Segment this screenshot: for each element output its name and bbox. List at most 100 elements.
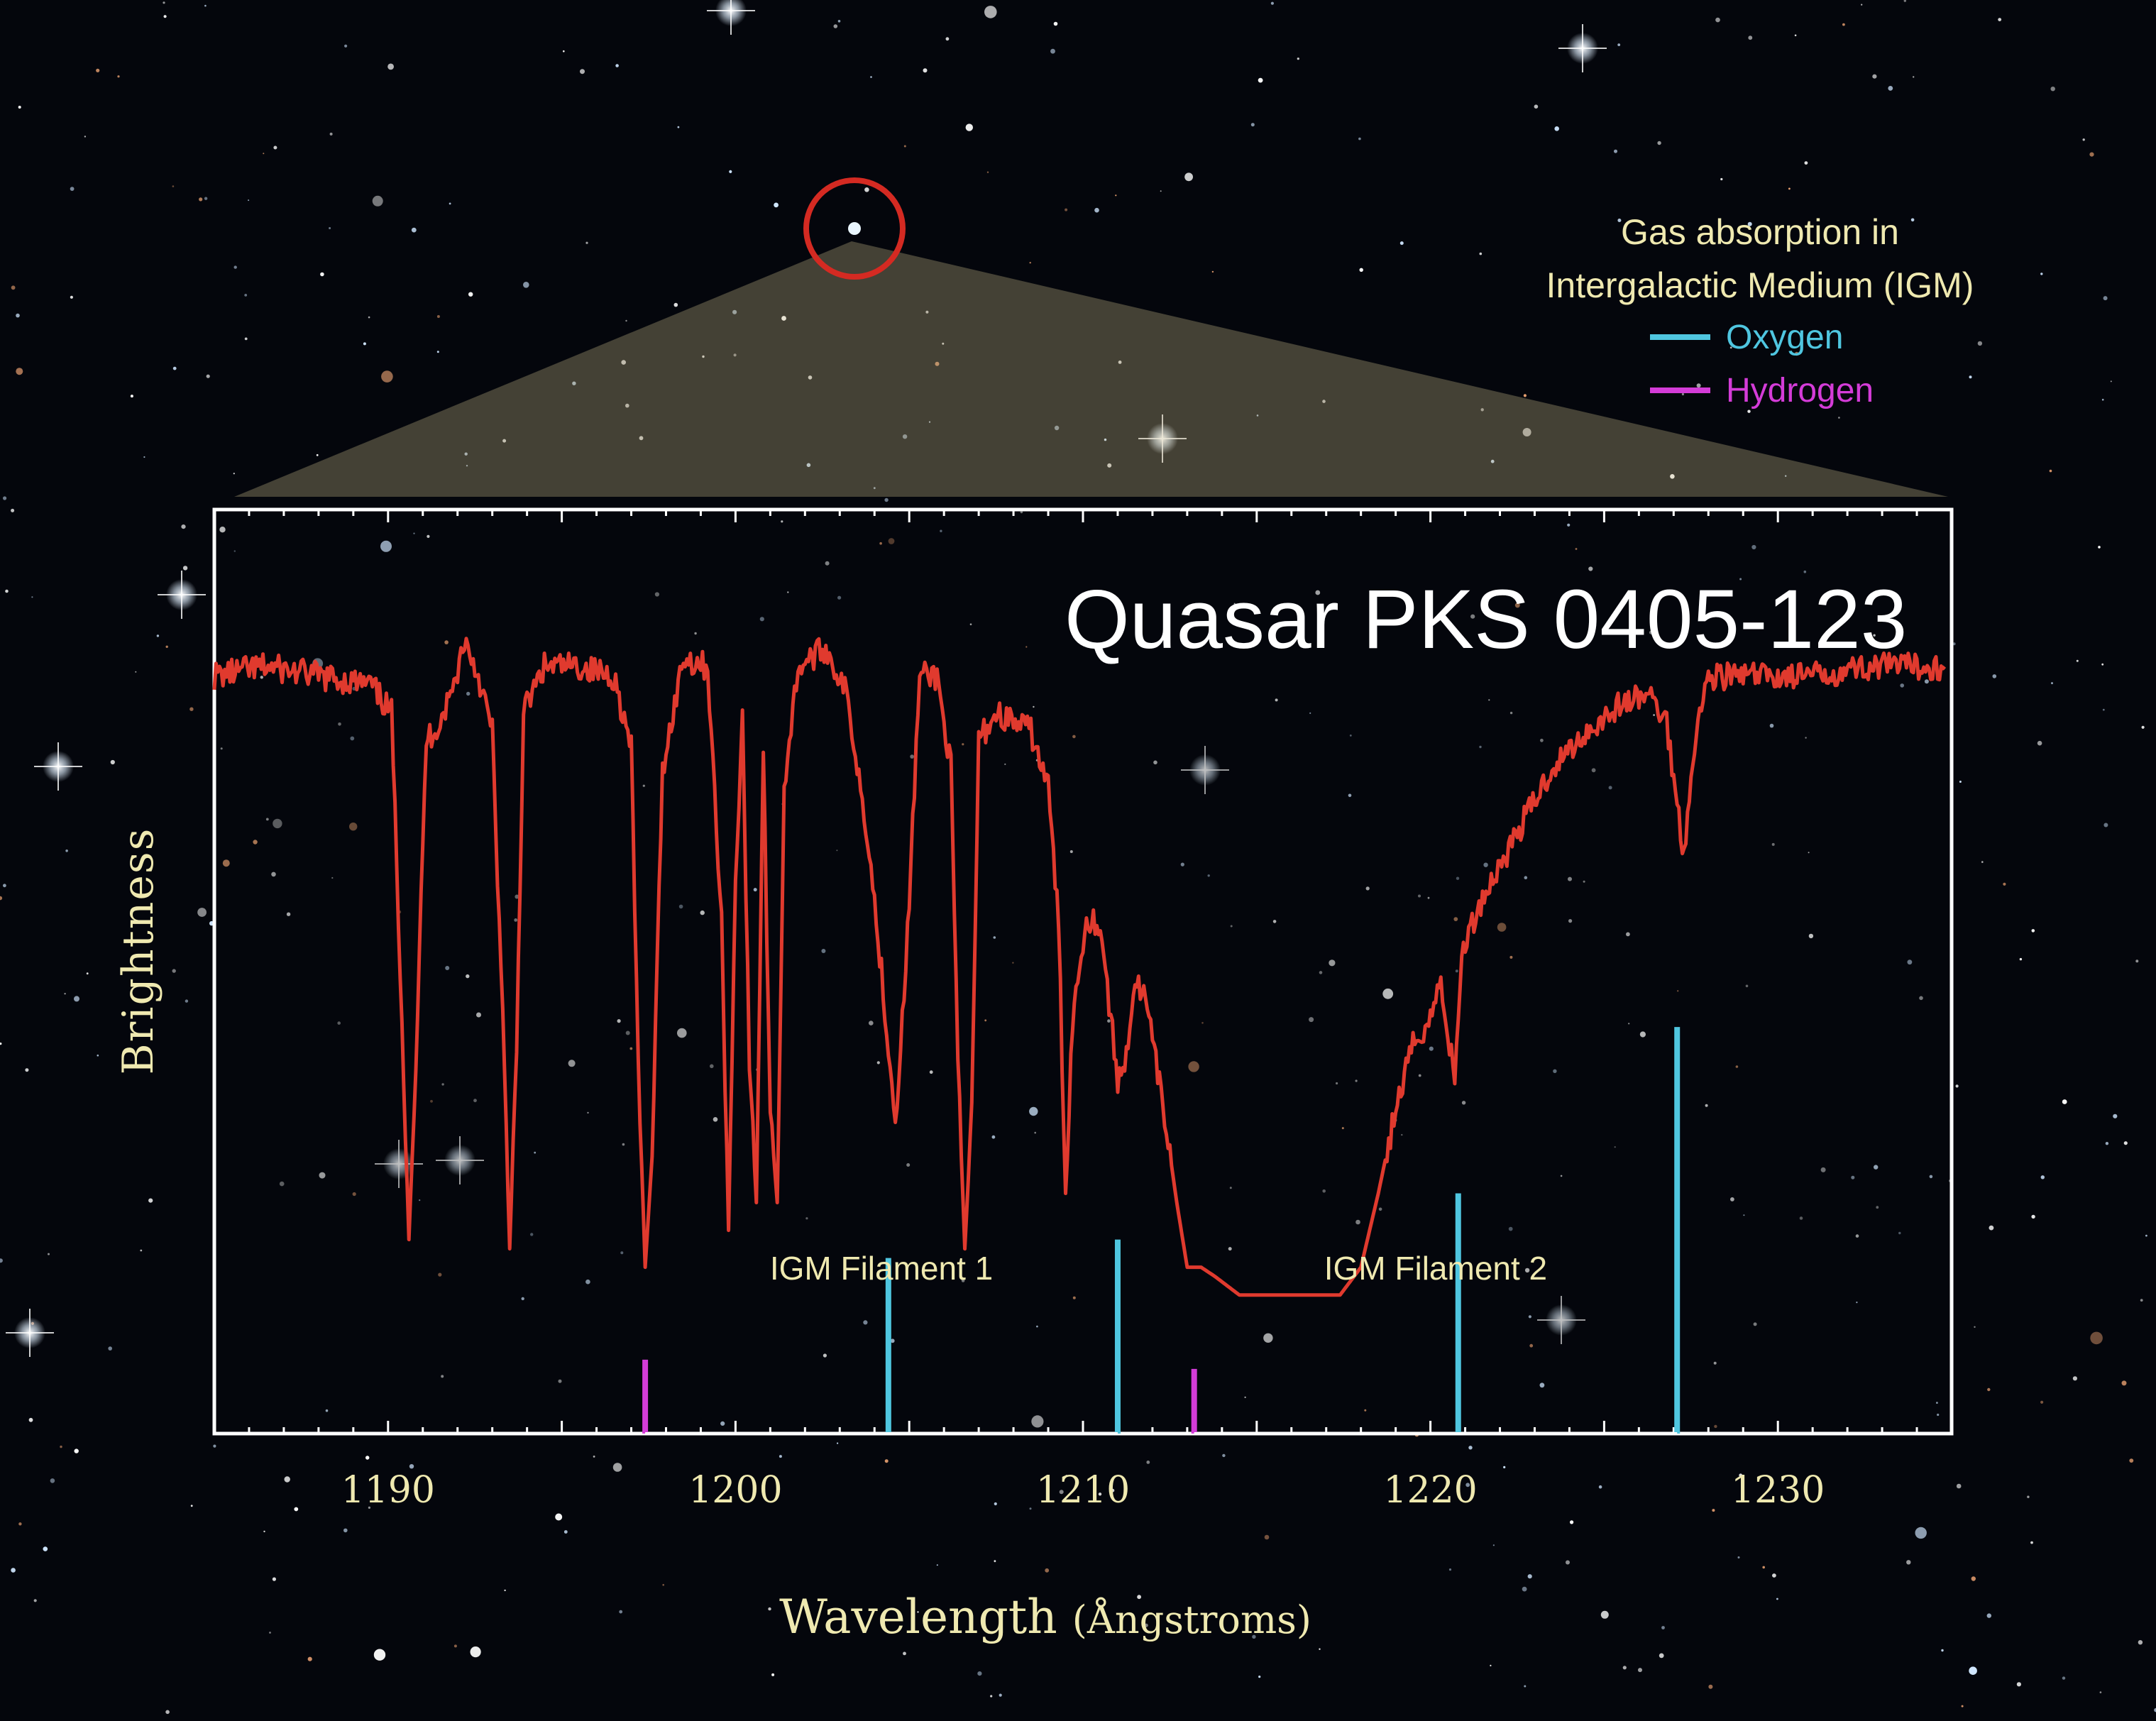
star [5, 589, 9, 593]
star [1111, 1488, 1115, 1492]
star [1263, 1333, 1273, 1343]
star [1803, 570, 1807, 573]
star [806, 463, 811, 468]
star [1888, 86, 1893, 91]
star [1708, 1684, 1713, 1689]
star [1794, 34, 1797, 37]
legend-label-hydrogen: Hydrogen [1726, 371, 1874, 409]
star [673, 302, 678, 307]
star [143, 456, 145, 458]
star [879, 541, 882, 545]
star [1275, 698, 1278, 702]
star [449, 202, 451, 205]
star [1989, 1225, 1994, 1231]
star [2138, 1640, 2143, 1645]
star [117, 75, 120, 78]
star [2040, 273, 2043, 275]
star [771, 1673, 775, 1676]
star [220, 747, 223, 750]
star [1657, 141, 1661, 145]
star [2050, 87, 2055, 92]
star [436, 351, 439, 353]
star [654, 592, 660, 597]
star [337, 1021, 341, 1025]
star [593, 1456, 595, 1458]
star [1898, 1231, 1901, 1235]
star [1626, 932, 1630, 937]
star [1230, 925, 1233, 928]
star [2099, 1691, 2102, 1693]
star [1714, 1424, 1717, 1429]
star [1554, 126, 1559, 131]
star [869, 1021, 874, 1026]
star [617, 1019, 621, 1023]
star [1617, 43, 1621, 46]
star [837, 20, 841, 23]
star [1799, 1216, 1803, 1220]
star [700, 910, 705, 916]
star [0, 896, 3, 901]
x-axis-label-main: Wavelength [779, 1590, 1057, 1644]
star [936, 1564, 938, 1566]
star [864, 187, 869, 192]
star [1455, 969, 1458, 973]
star [991, 1135, 996, 1139]
legend-title: Gas absorption in Intergalactic Medium (… [1419, 206, 2101, 312]
star [910, 754, 914, 759]
star [1971, 1576, 1976, 1581]
star [1522, 1586, 1527, 1592]
star [74, 996, 79, 1002]
star [65, 849, 68, 852]
star [148, 1198, 153, 1203]
star [1528, 1315, 1531, 1319]
star [1861, 4, 1863, 6]
star [779, 1455, 782, 1458]
star [387, 63, 394, 70]
star [279, 1181, 285, 1187]
star [1924, 679, 1929, 684]
star [1355, 1079, 1358, 1082]
star [1348, 793, 1352, 798]
star [1137, 1595, 1141, 1600]
star [1146, 1461, 1150, 1464]
star [1805, 737, 1807, 739]
filament-label: IGM Filament 2 [1324, 1250, 1548, 1287]
star [558, 1379, 562, 1383]
star [135, 671, 137, 673]
star [1229, 1187, 1232, 1189]
star [1065, 1475, 1068, 1477]
legend-title-line1: Gas absorption in [1621, 212, 1899, 252]
star [805, 1217, 808, 1220]
star [1638, 1668, 1642, 1673]
star [1956, 1483, 1962, 1489]
star [1252, 1634, 1256, 1639]
star [1739, 578, 1742, 581]
star [906, 1163, 911, 1167]
star [372, 195, 383, 207]
star [1608, 786, 1612, 790]
star [1418, 1074, 1421, 1077]
star [265, 818, 269, 821]
star [1653, 714, 1655, 716]
star [994, 1502, 997, 1506]
star [1319, 971, 1323, 974]
star [1322, 1189, 1326, 1193]
star [344, 44, 348, 48]
star [343, 1528, 348, 1533]
star [774, 202, 779, 208]
star [825, 561, 830, 566]
star [96, 68, 100, 72]
star [2062, 1676, 2066, 1680]
star [1998, 18, 2002, 21]
star [585, 241, 588, 244]
star [476, 1012, 481, 1018]
star [2040, 1175, 2045, 1180]
star [319, 1172, 326, 1179]
star [1856, 1302, 1858, 1304]
star [213, 1444, 216, 1448]
star [338, 722, 341, 726]
star [50, 1478, 55, 1483]
star [1315, 590, 1321, 595]
star [729, 170, 732, 173]
star [903, 1651, 906, 1656]
